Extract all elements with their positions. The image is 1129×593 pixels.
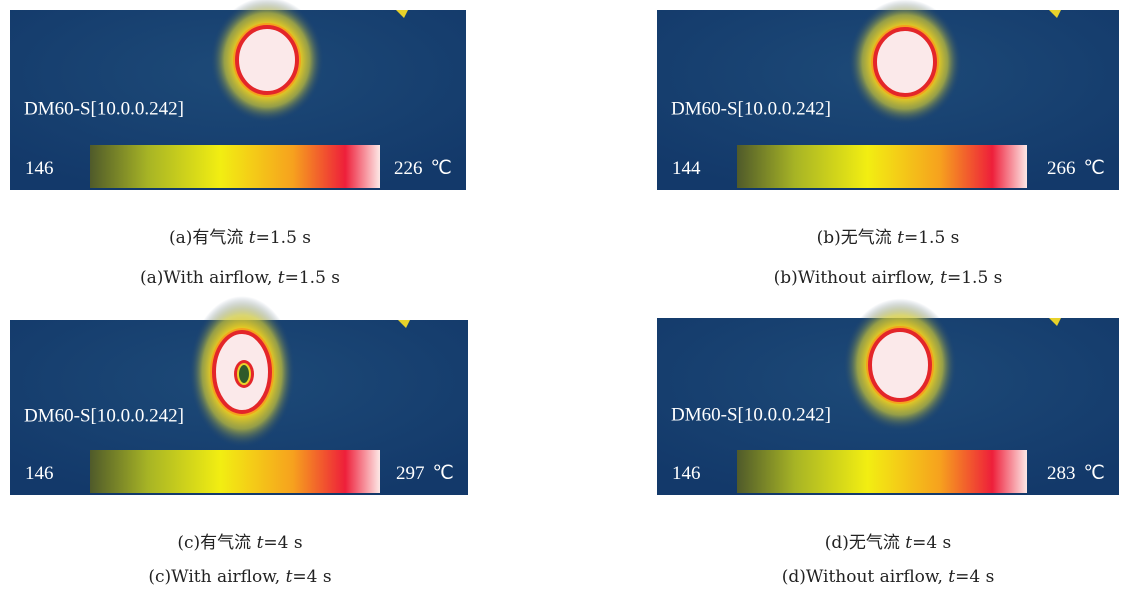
caption-text: (a)有气流: [169, 228, 249, 248]
color-bar: [737, 145, 1027, 188]
caption-text: =1.5 s: [904, 228, 959, 248]
color-bar: [90, 450, 380, 493]
caption: (b)Without airflow, t=1.5 s: [774, 268, 1003, 288]
caption-text: (b)Without airflow,: [774, 268, 941, 288]
caption: (a)With airflow, t=1.5 s: [140, 268, 340, 288]
device-label: DM60-S[10.0.0.242]: [671, 98, 831, 119]
caption: (a)有气流 t=1.5 s: [169, 228, 311, 248]
unit: ℃: [433, 463, 454, 484]
unit: ℃: [431, 158, 452, 179]
unit: ℃: [1084, 463, 1105, 484]
min-temp: 146: [25, 463, 54, 484]
max-value: 266: [1047, 158, 1076, 179]
thermal-panel: DM60-S[10.0.0.242] 146 283 ℃: [657, 299, 1119, 496]
hot-spot: [875, 29, 935, 95]
unit: ℃: [1084, 158, 1105, 179]
thermal-panel: DM60-S[10.0.0.242] 146 226 ℃: [10, 0, 466, 190]
caption-text: (b)无气流: [817, 228, 898, 248]
figure: DM60-S[10.0.0.242]146226℃(a)有气流 t=1.5 s(…: [0, 0, 1129, 593]
device-label: DM60-S[10.0.0.242]: [671, 405, 831, 426]
min-temp: 144: [672, 158, 701, 179]
caption-text: (d)Without airflow,: [782, 567, 949, 587]
caption-text: =4 s: [292, 567, 331, 587]
device-label: DM60-S[10.0.0.242]: [24, 406, 184, 427]
caption-text: =4 s: [955, 567, 994, 587]
caption: (d)Without airflow, t=4 s: [782, 567, 995, 587]
caption: (d)无气流 t=4 s: [825, 533, 952, 553]
caption: (c)With airflow, t=4 s: [148, 567, 331, 587]
caption-text: =1.5 s: [947, 268, 1002, 288]
caption-text: =1.5 s: [285, 268, 340, 288]
caption-text: =4 s: [912, 533, 951, 553]
caption-text: (d)无气流: [825, 533, 906, 553]
caption-text: =4 s: [263, 533, 302, 553]
caption: (c)有气流 t=4 s: [177, 533, 302, 553]
caption: (b)无气流 t=1.5 s: [817, 228, 960, 248]
max-value: 297: [396, 463, 425, 484]
caption-text: (c)With airflow,: [148, 567, 285, 587]
caption-text: (a)With airflow,: [140, 268, 278, 288]
color-bar: [737, 450, 1027, 493]
caption-text: (c)有气流: [177, 533, 256, 553]
inner-spot: [238, 364, 250, 384]
max-value: 283: [1047, 463, 1076, 484]
caption-text: =1.5 s: [256, 228, 311, 248]
hot-spot: [237, 27, 297, 93]
thermal-panel: DM60-S[10.0.0.242] 146 297 ℃: [10, 296, 468, 495]
hot-spot: [870, 330, 930, 400]
thermal-panel: DM60-S[10.0.0.242] 144 266 ℃: [657, 0, 1119, 190]
max-value: 226: [394, 158, 423, 179]
min-temp: 146: [25, 158, 54, 179]
device-label: DM60-S[10.0.0.242]: [24, 98, 184, 119]
color-bar: [90, 145, 380, 188]
min-temp: 146: [672, 463, 701, 484]
